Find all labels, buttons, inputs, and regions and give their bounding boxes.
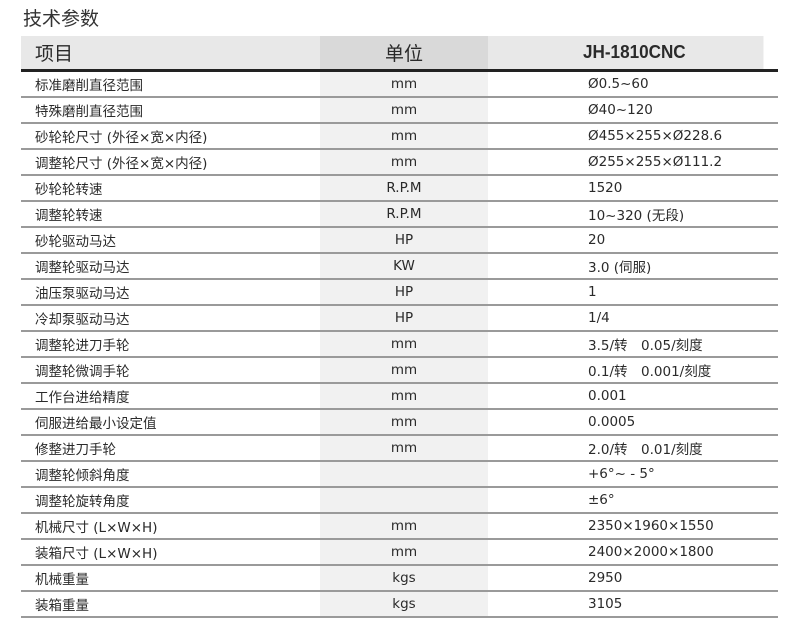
table-row: 砂轮轮尺寸 (外径×宽×内径) mm Ø455×255×Ø228.6	[21, 123, 778, 150]
cell-item: 砂轮驱动马达	[21, 227, 320, 254]
cell-value: Ø40~120	[488, 97, 778, 124]
table-row: 砂轮驱动马达 HP 20	[21, 227, 778, 254]
cell-item: 装箱重量	[21, 591, 320, 618]
table-row: 调整轮进刀手轮 mm 3.5/转 0.05/刻度	[21, 331, 778, 358]
cell-value: 0.0005	[488, 409, 778, 436]
table-row: 特殊磨削直径范围 mm Ø40~120	[21, 97, 778, 124]
cell-unit: HP	[320, 227, 488, 254]
cell-value: 10~320 (无段)	[488, 201, 778, 228]
table-row: 调整轮微调手轮 mm 0.1/转 0.001/刻度	[21, 357, 778, 384]
cell-value: 2350×1960×1550	[488, 513, 778, 540]
header-row: 项目 单位 JH-1810CNC	[21, 36, 778, 72]
table-row: 机械重量 kgs 2950	[21, 565, 778, 592]
table-row: 装箱尺寸 (L×W×H) mm 2400×2000×1800	[21, 539, 778, 566]
cell-item: 调整轮旋转角度	[21, 487, 320, 514]
cell-unit: mm	[320, 513, 488, 540]
table-row: 调整轮旋转角度 ±6°	[21, 487, 778, 514]
header-model: JH-1810CNC	[488, 36, 764, 72]
cell-unit: kgs	[320, 565, 488, 592]
table-row: 调整轮驱动马达 KW 3.0 (伺服)	[21, 253, 778, 280]
cell-item: 调整轮进刀手轮	[21, 331, 320, 358]
table-row: 冷却泵驱动马达 HP 1/4	[21, 305, 778, 332]
cell-unit	[320, 487, 488, 514]
cell-item: 调整轮微调手轮	[21, 357, 320, 384]
cell-value: 1520	[488, 175, 778, 202]
cell-item: 修整进刀手轮	[21, 435, 320, 462]
spec-table: 项目 单位 JH-1810CNC 标准磨削直径范围 mm Ø0.5~60 特殊磨削直径…	[21, 36, 778, 618]
cell-unit: kgs	[320, 591, 488, 618]
cell-value: Ø455×255×Ø228.6	[488, 123, 778, 150]
table-row: 油压泵驱动马达 HP 1	[21, 279, 778, 306]
cell-unit: HP	[320, 305, 488, 332]
cell-value: ±6°	[488, 487, 778, 514]
cell-unit: mm	[320, 435, 488, 462]
cell-item: 工作台进给精度	[21, 383, 320, 410]
cell-unit: mm	[320, 357, 488, 384]
cell-unit: KW	[320, 253, 488, 280]
cell-unit: R.P.M	[320, 175, 488, 202]
cell-unit	[320, 461, 488, 488]
cell-value: 1/4	[488, 305, 778, 332]
cell-value: 1	[488, 279, 778, 306]
cell-unit: R.P.M	[320, 201, 488, 228]
table-row: 修整进刀手轮 mm 2.0/转 0.01/刻度	[21, 435, 778, 462]
cell-unit: mm	[320, 149, 488, 176]
table-row: 机械尺寸 (L×W×H) mm 2350×1960×1550	[21, 513, 778, 540]
cell-value: 3.0 (伺服)	[488, 253, 778, 280]
cell-item: 调整轮转速	[21, 201, 320, 228]
cell-unit: mm	[320, 383, 488, 410]
cell-value: Ø0.5~60	[488, 70, 778, 98]
cell-value: 3105	[488, 591, 778, 618]
cell-value: +6°~ - 5°	[488, 461, 778, 488]
table-row: 调整轮尺寸 (外径×宽×内径) mm Ø255×255×Ø111.2	[21, 149, 778, 176]
cell-value: 3.5/转 0.05/刻度	[488, 331, 778, 358]
cell-item: 调整轮尺寸 (外径×宽×内径)	[21, 149, 320, 176]
cell-unit: mm	[320, 123, 488, 150]
cell-item: 油压泵驱动马达	[21, 279, 320, 306]
cell-unit: HP	[320, 279, 488, 306]
header-item: 项目	[21, 36, 320, 72]
table-row: 调整轮转速 R.P.M 10~320 (无段)	[21, 201, 778, 228]
cell-value: Ø255×255×Ø111.2	[488, 149, 778, 176]
cell-item: 标准磨削直径范围	[21, 70, 320, 98]
page-title: 技术参数	[23, 8, 100, 30]
cell-item: 砂轮轮转速	[21, 175, 320, 202]
cell-item: 伺服进给最小设定值	[21, 409, 320, 436]
cell-unit: mm	[320, 70, 488, 98]
cell-value: 2400×2000×1800	[488, 539, 778, 566]
header-unit: 单位	[320, 36, 488, 72]
cell-item: 冷却泵驱动马达	[21, 305, 320, 332]
table-row: 砂轮轮转速 R.P.M 1520	[21, 175, 778, 202]
cell-item: 装箱尺寸 (L×W×H)	[21, 539, 320, 566]
cell-item: 调整轮驱动马达	[21, 253, 320, 280]
table-row: 装箱重量 kgs 3105	[21, 591, 778, 618]
table-row: 调整轮倾斜角度 +6°~ - 5°	[21, 461, 778, 488]
cell-unit: mm	[320, 331, 488, 358]
cell-item: 机械重量	[21, 565, 320, 592]
table-row: 伺服进给最小设定值 mm 0.0005	[21, 409, 778, 436]
table-row: 工作台进给精度 mm 0.001	[21, 383, 778, 410]
cell-item: 调整轮倾斜角度	[21, 461, 320, 488]
cell-unit: mm	[320, 539, 488, 566]
cell-value: 0.001	[488, 383, 778, 410]
cell-item: 特殊磨削直径范围	[21, 97, 320, 124]
cell-item: 砂轮轮尺寸 (外径×宽×内径)	[21, 123, 320, 150]
table-row: 标准磨削直径范围 mm Ø0.5~60	[21, 70, 778, 98]
cell-value: 2.0/转 0.01/刻度	[488, 435, 778, 462]
cell-value: 20	[488, 227, 778, 254]
cell-value: 0.1/转 0.001/刻度	[488, 357, 778, 384]
cell-unit: mm	[320, 409, 488, 436]
cell-unit: mm	[320, 97, 488, 124]
cell-value: 2950	[488, 565, 778, 592]
cell-item: 机械尺寸 (L×W×H)	[21, 513, 320, 540]
